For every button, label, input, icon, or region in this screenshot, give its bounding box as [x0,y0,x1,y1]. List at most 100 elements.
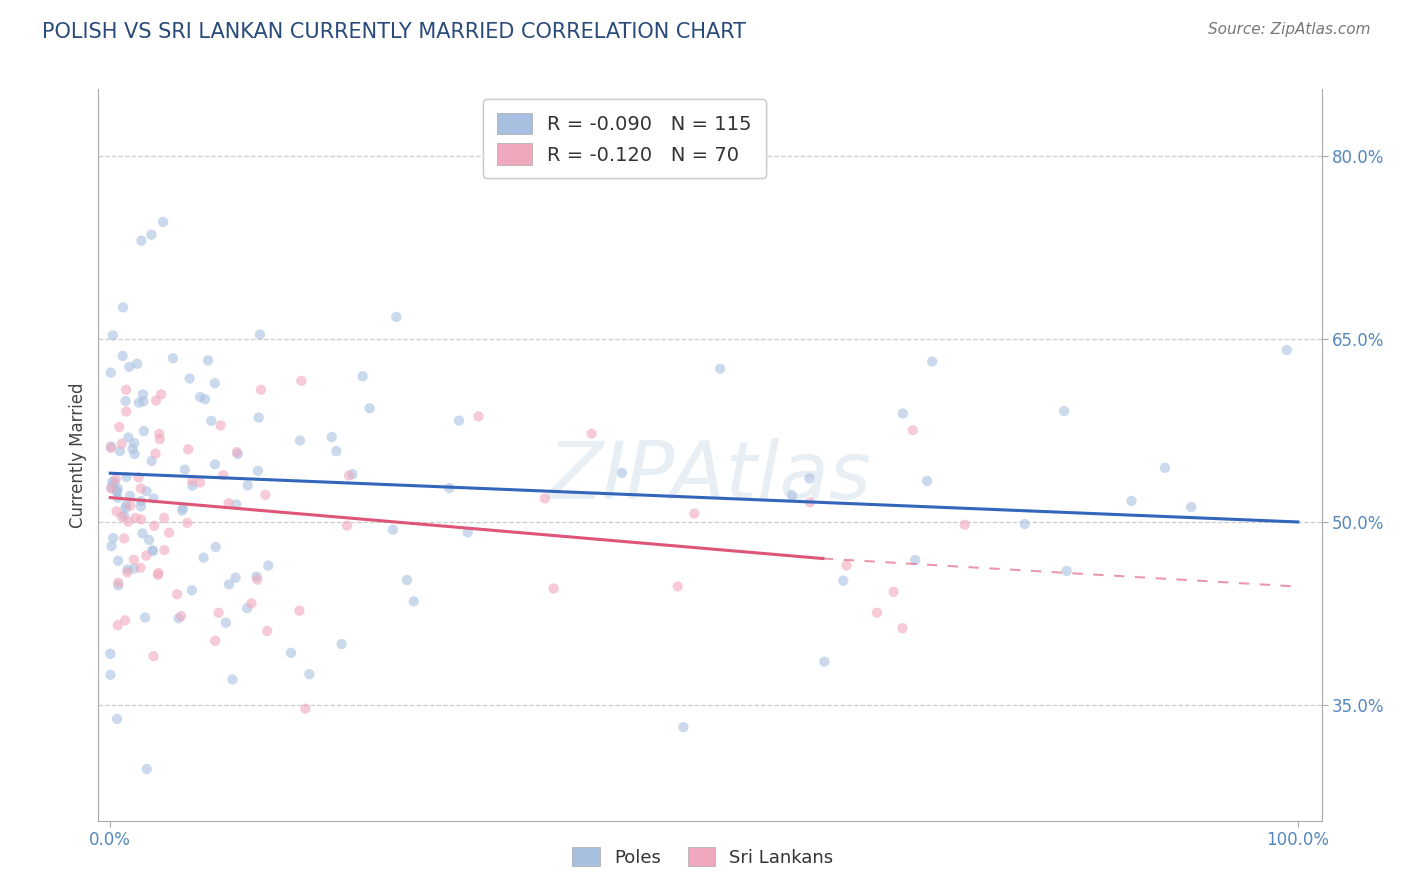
Point [129,512,152,526]
Point [212,468,235,483]
Point [236,478,259,492]
Point [132,387,155,401]
Point [666,579,689,593]
Point [129,494,152,508]
Point [112,532,135,546]
Point [115,383,138,397]
Point [181,474,204,488]
Point [240,596,263,610]
Point [173,462,195,476]
Point [467,409,489,424]
Point [204,633,226,648]
Point [835,558,858,573]
Point [146,567,169,582]
Point [904,553,927,567]
Point [250,383,273,397]
Point [105,712,128,726]
Point [135,549,157,563]
Point [172,503,194,517]
Point [122,552,145,566]
Point [114,501,136,516]
Point [129,560,152,574]
Point [218,496,240,510]
Point [107,578,129,592]
Point [129,500,152,514]
Point [129,482,152,496]
Point [124,447,146,461]
Point [101,531,124,545]
Point [142,491,165,506]
Point [610,466,633,480]
Point [256,624,278,638]
Point [883,584,905,599]
Point [1053,404,1076,418]
Point [799,471,821,485]
Point [325,444,347,458]
Point [683,507,706,521]
Point [142,649,165,664]
Point [107,575,129,590]
Point [254,488,277,502]
Point [145,447,167,461]
Point [105,484,128,499]
Point [290,374,312,388]
Point [953,517,976,532]
Text: POLISH VS SRI LANKAN CURRENTLY MARRIED CORRELATION CHART: POLISH VS SRI LANKAN CURRENTLY MARRIED C… [42,22,747,42]
Point [141,454,163,468]
Point [114,394,136,409]
Point [402,594,425,608]
Point [385,310,408,324]
Point [149,432,172,446]
Point [100,440,122,454]
Point [153,543,176,558]
Point [1180,500,1202,514]
Point [193,550,215,565]
Legend: Poles, Sri Lankans: Poles, Sri Lankans [565,840,841,874]
Point [128,470,150,484]
Point [118,359,141,374]
Point [207,606,229,620]
Point [141,227,163,242]
Point [218,577,240,591]
Point [107,491,129,505]
Point [121,442,143,456]
Point [101,475,124,489]
Point [150,387,173,401]
Point [117,566,139,580]
Point [439,481,461,495]
Point [115,404,138,418]
Point [142,544,165,558]
Point [534,491,557,506]
Point [245,570,267,584]
Point [225,445,247,459]
Point [246,573,269,587]
Point [117,562,139,576]
Point [114,613,136,627]
Point [179,371,201,385]
Point [204,458,226,472]
Point [100,482,122,496]
Point [209,418,232,433]
Point [117,430,139,444]
Point [124,511,146,525]
Point [111,509,134,524]
Point [162,351,184,366]
Point [111,436,134,450]
Point [170,609,193,624]
Point [891,407,914,421]
Point [288,604,311,618]
Point [100,539,122,553]
Point [294,702,316,716]
Point [336,518,359,533]
Point [148,426,170,441]
Point [118,489,141,503]
Point [181,479,204,493]
Point [104,472,127,486]
Point [157,525,180,540]
Point [457,525,479,540]
Point [166,587,188,601]
Point [143,518,166,533]
Point [177,442,200,457]
Point [1275,343,1298,357]
Point [780,488,803,502]
